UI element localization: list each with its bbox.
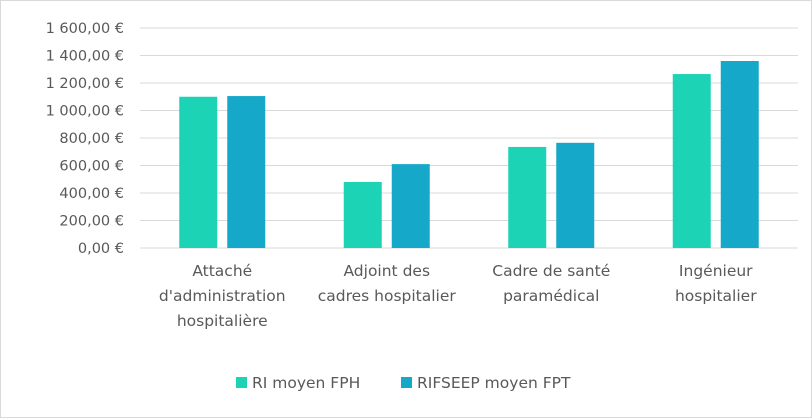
bar-ri-fph [343,182,382,248]
y-tick-label: 0,00 € [78,241,124,257]
x-category-label: hospitalier [675,287,757,305]
bar-rifseep-fpt [556,142,595,248]
y-tick-label: 1 000,00 € [46,104,124,120]
x-category-label: Cadre de santé [492,262,610,280]
bar-rifseep-fpt [391,164,430,248]
bar-rifseep-fpt [227,96,266,248]
legend-label: RI moyen FPH [252,374,360,392]
x-category-label: Attaché [192,262,252,280]
x-category-label: cadres hospitalier [318,287,457,305]
bar-ri-fph [672,74,711,248]
bar-ri-fph [508,146,547,248]
x-category-label: Adjoint des [343,262,430,280]
x-category-label: d'administration [159,287,286,305]
y-tick-label: 200,00 € [59,214,124,230]
y-tick-label: 1 400,00 € [46,49,124,65]
bar-rifseep-fpt [720,61,759,248]
y-tick-label: 1 200,00 € [46,76,124,92]
x-category-label: paramédical [503,287,599,305]
x-category-label: hospitalière [177,312,268,330]
bar-ri-fph [179,96,218,248]
legend-swatch-ri-fph [236,377,247,388]
legend-label: RIFSEEP moyen FPT [417,374,571,392]
y-tick-label: 400,00 € [59,186,124,202]
y-tick-label: 1 600,00 € [46,21,124,37]
legend-swatch-rifseep-fpt [401,377,412,388]
y-tick-label: 800,00 € [59,131,124,147]
x-category-label: Ingénieur [679,262,753,280]
y-tick-label: 600,00 € [59,159,124,175]
